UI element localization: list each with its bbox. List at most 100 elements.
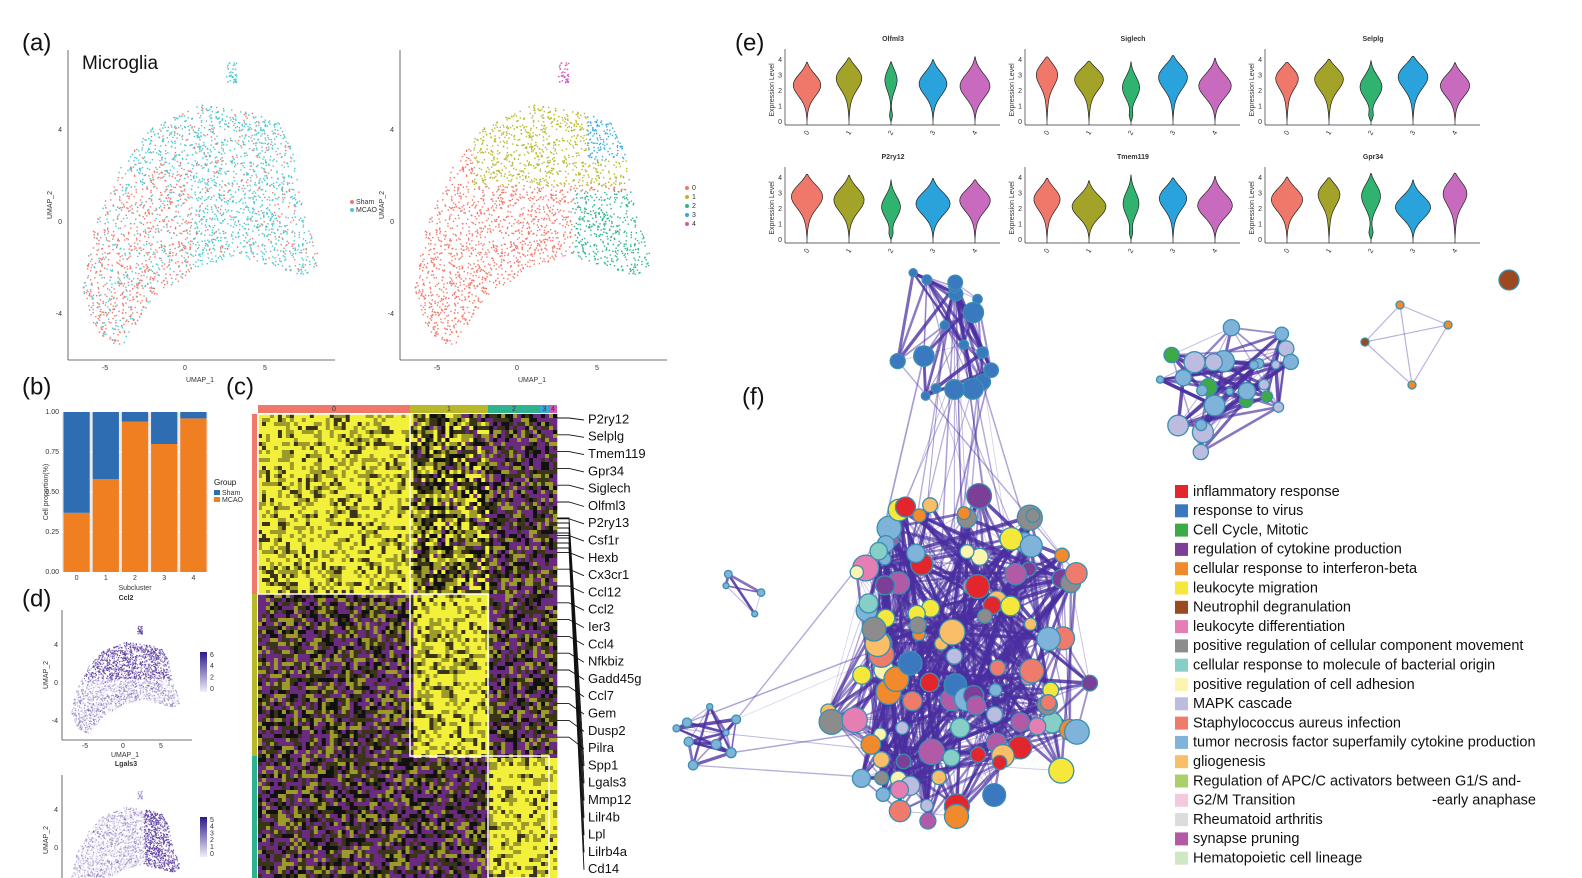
cell-point [149,300,151,303]
cell-point [642,235,645,237]
cell-point [274,138,276,140]
cell-point [294,198,297,201]
cell-point [229,149,231,152]
cell-point [170,237,173,239]
cell-point [566,191,569,193]
cell-point [488,168,490,171]
cell-point [477,307,479,309]
cell-point [475,244,477,246]
cell-point [153,251,155,254]
cell-point [256,176,258,178]
cell-point [121,189,124,192]
cell-point [254,181,257,184]
edge [996,623,1032,669]
cell-point [431,220,433,223]
cell-point [114,189,117,191]
cell-point [470,150,472,152]
cell-point [607,260,609,263]
cell-point [194,151,197,153]
cell-point [300,251,303,254]
cell-point [126,201,128,203]
cell-point [518,222,520,225]
cell-point [562,233,565,236]
cell-point [158,176,160,178]
cell-point [493,159,495,161]
cell-point [623,195,625,198]
cell-point [484,290,487,293]
cell-point [141,183,144,186]
cell-point [267,233,270,236]
cell-point [118,198,121,200]
cell-point [190,253,192,255]
cell-point [138,272,140,275]
cell-point [118,343,121,345]
cell-point [507,274,510,276]
cell-point [543,211,546,213]
cell-point [475,157,477,160]
cell-point [145,259,147,262]
cell-point [126,273,129,276]
cell-point [146,187,148,189]
cell-point [236,163,239,165]
cell-point [291,245,293,247]
cell-point [133,160,135,162]
cell-point [566,164,569,166]
cell-point [533,196,535,198]
cell-point [233,78,236,80]
cell-point [634,219,636,222]
cell-point [527,214,529,216]
cell-point [188,208,191,210]
cell-point [177,199,180,202]
cell-point [274,235,276,238]
cell-point [611,221,613,223]
cell-point [513,134,516,137]
cell-point [268,163,270,166]
cell-point [588,156,591,158]
cell-point [455,331,458,334]
cell-point [229,116,231,119]
cell-point [179,164,181,167]
cell-point [180,204,182,207]
cell-point [160,229,163,231]
cell-point [147,266,149,269]
cell-point [268,196,270,198]
cell-point [165,186,168,188]
cell-point [103,322,105,324]
cell-point [178,173,180,176]
cell-point [115,225,117,227]
cell-point [531,206,533,208]
cell-point [274,218,276,220]
cell-point [427,272,429,274]
cell-point [85,291,88,294]
cell-point [83,292,86,295]
cell-point [108,289,111,291]
cell-point [536,224,539,226]
cell-point [154,219,156,222]
cell-point [457,190,459,192]
cell-point [128,243,130,245]
cell-point [530,244,532,246]
cell-point [204,146,207,148]
cell-point [96,322,98,324]
cell-point [597,262,599,265]
cell-point [512,276,514,278]
cell-point [98,248,100,251]
cell-point [114,302,116,304]
cell-point [114,282,116,284]
cell-point [274,197,277,200]
cell-point [135,181,137,184]
cell-point [260,217,262,220]
cell-point [119,319,121,322]
cell-point [435,231,438,234]
cell-point [167,207,170,209]
cell-point [264,124,267,126]
node [945,647,963,665]
cell-point [92,294,95,296]
cell-point [552,173,554,175]
cell-point [219,208,222,211]
cell-point [136,282,138,285]
cell-point [261,232,264,235]
cell-point [214,165,216,168]
cell-point [135,237,138,240]
cell-point [252,230,254,232]
